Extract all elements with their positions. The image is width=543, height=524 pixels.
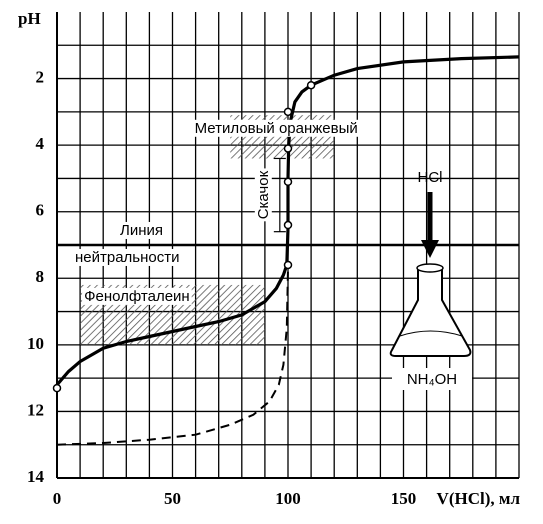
reagent-label: HCl <box>418 169 443 186</box>
band-label: Метиловый оранжевый <box>195 120 358 137</box>
x-tick-label: 100 <box>275 489 301 508</box>
arrow-head <box>421 240 439 258</box>
label-bg <box>392 368 472 390</box>
flask-body <box>389 267 472 357</box>
curves <box>52 55 520 446</box>
x-axis-label: V(HCl), мл <box>437 489 521 508</box>
band-label: Фенолфталеин <box>84 288 190 305</box>
point <box>283 260 293 270</box>
y-tick-label: 4 <box>36 134 45 153</box>
jump-label: Скачок <box>255 170 272 219</box>
liquid-level <box>399 330 463 337</box>
point <box>283 177 293 187</box>
y-tick-label: 14 <box>27 467 45 486</box>
point <box>52 383 62 393</box>
label-bg <box>73 248 182 266</box>
x-tick-label: 0 <box>53 489 62 508</box>
x-tick-label: 50 <box>164 489 181 508</box>
y-tick-label: 12 <box>27 400 44 419</box>
point <box>283 144 293 153</box>
titration-curve <box>55 55 520 386</box>
flask: HCl NH₄OH <box>389 169 472 390</box>
point <box>283 220 293 230</box>
y-tick-label: 6 <box>36 201 45 220</box>
annotations: Метиловый оранжевый Фенолфталеин Линия нейт… <box>73 119 360 305</box>
x-tick-label: 150 <box>391 489 417 508</box>
point <box>306 80 316 90</box>
y-tick-label: 8 <box>36 267 45 286</box>
label-bg <box>118 221 166 239</box>
titration-curve <box>56 268 289 446</box>
point <box>283 107 293 117</box>
neutral-label: нейтральности <box>75 249 180 266</box>
y-tick-label: 10 <box>27 334 44 353</box>
label-bg <box>254 168 272 222</box>
label-bg <box>192 119 360 137</box>
label-bg <box>82 287 192 305</box>
content-label: NH₄OH <box>407 371 457 388</box>
y-tick-label: 2 <box>36 67 45 86</box>
flask-neck <box>416 263 444 273</box>
neutral-label: Линия <box>120 222 163 239</box>
y-axis-label: pH <box>18 9 41 28</box>
